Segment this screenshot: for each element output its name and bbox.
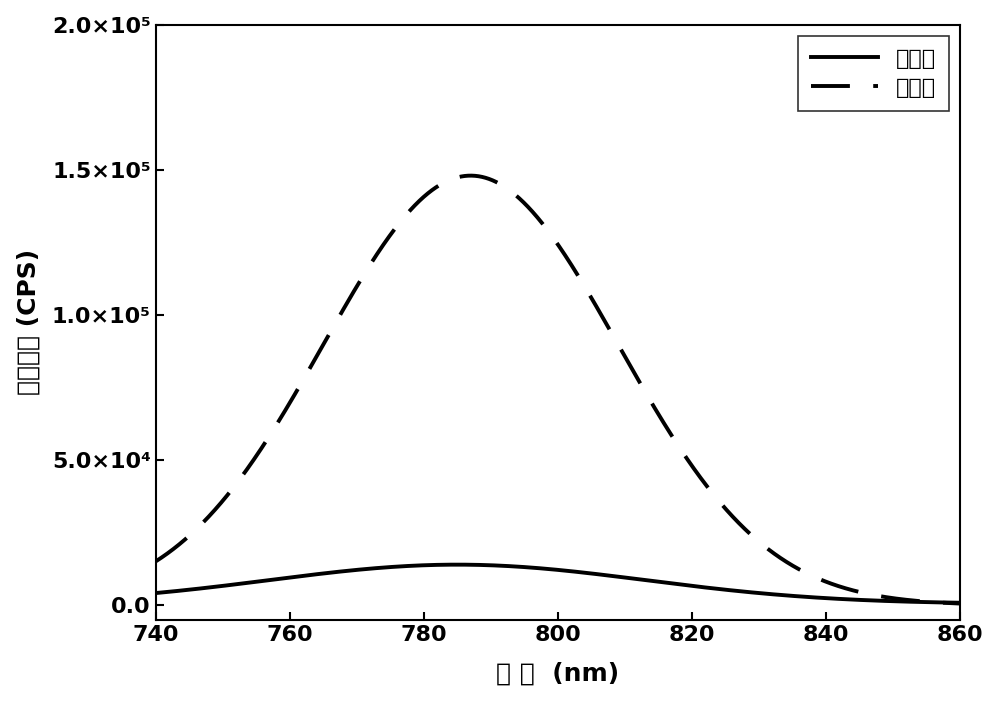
检测前: [289, 573, 301, 581]
检测前: [451, 560, 463, 569]
检测后: [954, 600, 966, 608]
检测后: [458, 172, 470, 180]
检测后: [289, 390, 301, 398]
Line: 检测前: 检测前: [156, 564, 960, 603]
检测后: [852, 588, 864, 596]
检测前: [852, 595, 864, 604]
检测后: [938, 599, 950, 607]
检测后: [465, 171, 477, 180]
检测前: [954, 599, 966, 607]
检测后: [241, 465, 253, 473]
检测前: [241, 578, 253, 587]
Legend: 检测前, 检测后: 检测前, 检测后: [798, 36, 949, 112]
检测后: [150, 557, 162, 566]
X-axis label: 波 长  (nm): 波 长 (nm): [496, 661, 619, 685]
检测前: [150, 589, 162, 597]
Line: 检测后: 检测后: [156, 176, 960, 604]
检测前: [938, 598, 950, 607]
检测后: [493, 180, 505, 188]
检测前: [493, 562, 505, 570]
Y-axis label: 荧光强度 (CPS): 荧光强度 (CPS): [17, 249, 41, 395]
检测前: [458, 560, 470, 569]
